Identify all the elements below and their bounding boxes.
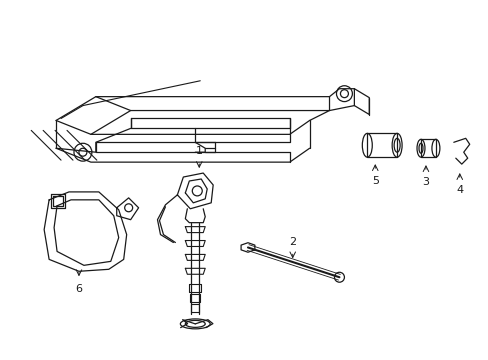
Text: 1: 1 (195, 146, 203, 156)
Text: 4: 4 (455, 185, 463, 195)
Text: 6: 6 (75, 284, 82, 294)
Text: 3: 3 (422, 177, 428, 187)
Text: 5: 5 (371, 176, 378, 186)
Text: 2: 2 (288, 237, 296, 247)
